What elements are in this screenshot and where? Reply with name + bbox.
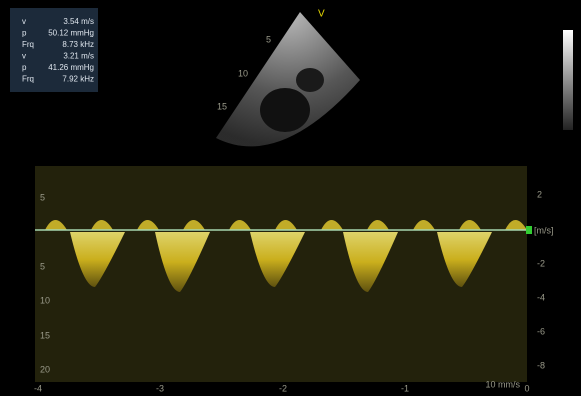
measure-label: v [22, 52, 26, 61]
velocity-unit: [m/s] [534, 225, 554, 235]
sector-fan [216, 12, 360, 147]
flow-forward [321, 220, 343, 230]
velocity-scale-label: -4 [537, 292, 545, 302]
time-scale-label: -4 [34, 383, 42, 393]
depth-label: 15 [217, 101, 227, 111]
flow-envelope [343, 232, 398, 292]
time-scale-label: 0 [524, 383, 529, 393]
measurement-panel: v 3.54 m/s p 50.12 mmHg Frq 8.73 kHz v 3.21 m/s… [10, 8, 98, 92]
depth-label: 10 [238, 68, 248, 78]
flow-forward [413, 220, 435, 230]
depth-label: 5 [266, 34, 271, 44]
flow-forward [367, 220, 389, 230]
measure-label: Frq [22, 75, 34, 84]
flow-envelope [250, 232, 305, 287]
velocity-scale-label: -2 [537, 258, 545, 268]
panel-box [10, 8, 98, 92]
depth-scale-label: 20 [40, 364, 50, 374]
sector-image: V 5 10 15 [216, 9, 360, 147]
measure-value: 50.12 mmHg [48, 29, 94, 38]
measure-label: v [22, 17, 26, 26]
measure-label: Frq [22, 40, 34, 49]
measure-value: 8.73 kHz [62, 40, 94, 49]
time-scale-label: -3 [156, 383, 164, 393]
measure-value: 3.54 m/s [63, 17, 94, 26]
measure-value: 3.21 m/s [63, 52, 94, 61]
time-scale-label: -1 [401, 383, 409, 393]
flow-forward [137, 220, 159, 230]
flow-forward [183, 220, 205, 230]
flow-envelope [70, 232, 125, 287]
sweep-speed: 10 mm/s [485, 379, 520, 389]
flow-forward [459, 220, 481, 230]
chamber [296, 68, 324, 92]
measure-label: p [22, 63, 27, 72]
flow-forward [45, 220, 67, 230]
depth-scale-label: 10 [40, 295, 50, 305]
baseline-marker [526, 226, 532, 234]
time-scale-label: -2 [279, 383, 287, 393]
flow-forward [505, 220, 527, 230]
depth-scale-label: 15 [40, 330, 50, 340]
flow-forward [275, 220, 297, 230]
gray-scale-bar [563, 30, 573, 130]
flow-forward [229, 220, 251, 230]
depth-scale-label: 5 [40, 261, 45, 271]
measure-label: p [22, 29, 27, 38]
depth-scale-label: 5 [40, 192, 45, 202]
velocity-scale-label: -6 [537, 326, 545, 336]
measure-value: 7.92 kHz [62, 75, 94, 84]
flow-envelope [437, 232, 492, 287]
flow-forward [91, 220, 113, 230]
doppler-spectrum: 5 5 10 15 20 2 -2 -4 -6 -8 [m/s] -4 -3 -2 -1 0 10 mm/s [34, 166, 554, 393]
chamber [260, 88, 310, 132]
velocity-scale-label: -8 [537, 360, 545, 370]
sector-marker: V [318, 9, 325, 20]
flow-envelope [155, 232, 210, 292]
velocity-scale-label: 2 [537, 189, 542, 199]
measure-value: 41.26 mmHg [48, 63, 94, 72]
